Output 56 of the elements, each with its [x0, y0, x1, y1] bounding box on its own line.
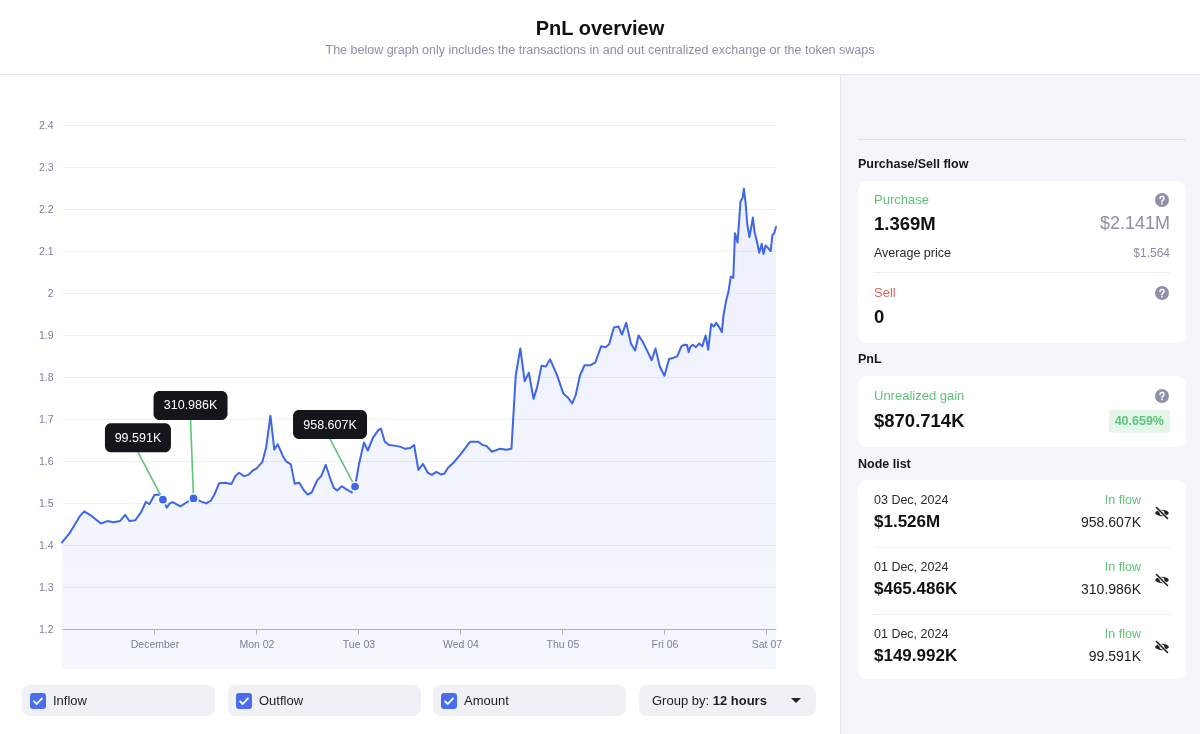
text: In flow: [1104, 492, 1141, 508]
text: 99.591K: [1088, 647, 1141, 665]
text: $870.714K: [874, 409, 965, 433]
text: 01 Dec, 2024: [874, 626, 949, 642]
text: 310.986K: [1081, 580, 1141, 598]
point: [188, 493, 199, 504]
y-tick-label: 1.2: [38, 622, 54, 635]
annotation: 99.591K: [114, 430, 162, 445]
y-tick-label: 2.4: [38, 118, 54, 131]
text: PnL: [858, 351, 882, 367]
text: 958.607K: [1081, 513, 1141, 531]
y-tick-label: 1.5: [38, 496, 54, 509]
y-tick-label: 2.1: [38, 244, 54, 257]
text: In flow: [1104, 626, 1141, 642]
text: 01 Dec, 2024: [874, 559, 949, 575]
text: In flow: [1104, 559, 1141, 575]
y-tick-label: 1.9: [38, 328, 54, 341]
text: 40.659%: [1108, 409, 1170, 433]
point: [349, 481, 361, 492]
y-tick-label: 1.4: [38, 538, 54, 551]
text: 03 Dec, 2024: [874, 492, 949, 508]
annotation: 310.986K: [163, 398, 218, 413]
chart-title: PnL overview: [535, 16, 665, 40]
y-tick-label: 1.3: [38, 580, 54, 593]
text: $1.564: [1133, 245, 1170, 261]
y-tick-label: 1.6: [38, 454, 54, 467]
y-tick-label: 2.2: [38, 202, 54, 215]
text: 0: [874, 305, 885, 329]
text: Outflow: [259, 692, 304, 709]
x-tick-label: Sat 07: [751, 637, 783, 650]
y-tick-label: 2.3: [38, 160, 54, 173]
text: Unrealized gain: [874, 388, 965, 404]
text: $465.486K: [874, 578, 958, 600]
y-tick-label: 2: [47, 286, 54, 299]
text: Average price: [874, 245, 951, 261]
x-tick-label: Fri 06: [651, 637, 679, 650]
chart-subtitle: The below graph only includes the transactions in and out centralized exchange or the token swaps: [325, 42, 875, 58]
text: Node list: [858, 456, 911, 472]
text: Inflow: [53, 692, 87, 709]
x-tick-label: Tue 03: [342, 637, 376, 650]
x-tick-label: Mon 02: [239, 637, 275, 650]
text: Sell: [874, 285, 896, 301]
text: Amount: [464, 692, 509, 709]
annotation: 958.607K: [303, 417, 358, 432]
text: Purchase: [874, 192, 929, 208]
x-tick-label: Thu 05: [546, 637, 580, 650]
text: $2.141M: [1099, 213, 1170, 235]
text: Purchase/Sell flow: [858, 156, 969, 172]
x-tick-label: December: [130, 637, 180, 650]
text: $1.526M: [874, 511, 941, 533]
y-tick-label: 1.8: [38, 370, 54, 383]
x-tick-label: Wed 04: [442, 637, 480, 650]
text: 1.369M: [874, 212, 936, 236]
text: Group by: 12 hours: [652, 692, 767, 708]
text: $149.992K: [874, 645, 958, 667]
y-tick-label: 1.7: [38, 412, 54, 425]
